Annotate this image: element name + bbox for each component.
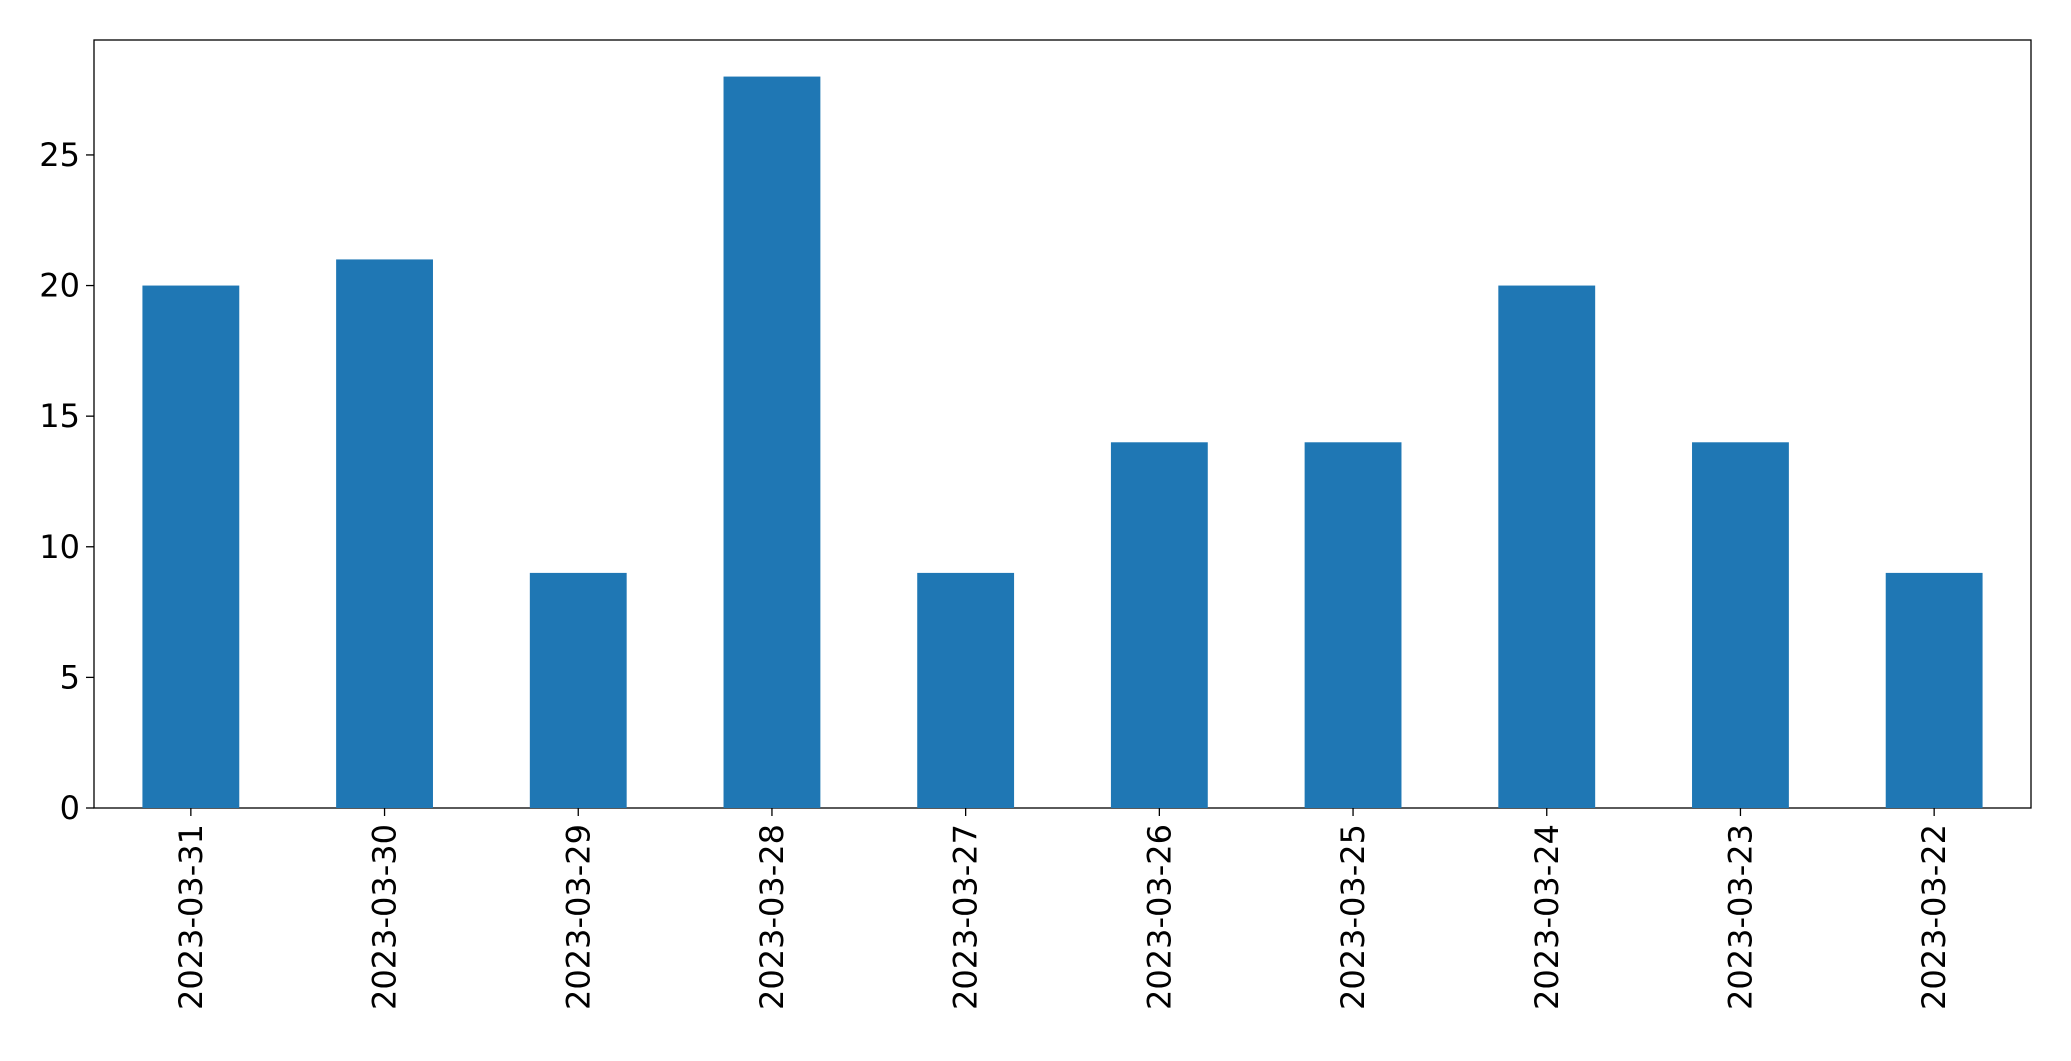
y-tick-label: 25 <box>39 136 80 174</box>
bar <box>1692 442 1789 808</box>
y-tick-label: 20 <box>39 267 80 305</box>
x-tick-label: 2023-03-30 <box>366 824 404 1010</box>
y-tick-label: 0 <box>60 789 80 827</box>
y-tick-label: 5 <box>60 658 80 696</box>
x-tick-label: 2023-03-31 <box>172 824 210 1010</box>
x-tick-label: 2023-03-23 <box>1721 824 1759 1010</box>
plot-frame <box>93 39 2032 809</box>
x-tick-label: 2023-03-28 <box>753 824 791 1010</box>
bar <box>1885 572 1983 808</box>
bar <box>142 285 240 808</box>
bar <box>1110 442 1208 808</box>
x-tick-label: 2023-03-22 <box>1915 824 1953 1010</box>
x-tick-label: 2023-03-25 <box>1334 824 1372 1010</box>
y-tick-label: 10 <box>39 528 80 566</box>
y-tick-label: 15 <box>39 397 80 435</box>
x-tick-label: 2023-03-27 <box>947 824 985 1010</box>
x-tick-label: 2023-03-24 <box>1528 824 1566 1010</box>
bar <box>1304 442 1402 808</box>
bar <box>917 572 1015 808</box>
bar <box>529 572 627 808</box>
bar <box>336 259 433 808</box>
x-tick-label: 2023-03-26 <box>1140 824 1178 1010</box>
bar <box>723 76 821 809</box>
bar <box>1498 285 1596 808</box>
x-tick-label: 2023-03-29 <box>559 824 597 1010</box>
